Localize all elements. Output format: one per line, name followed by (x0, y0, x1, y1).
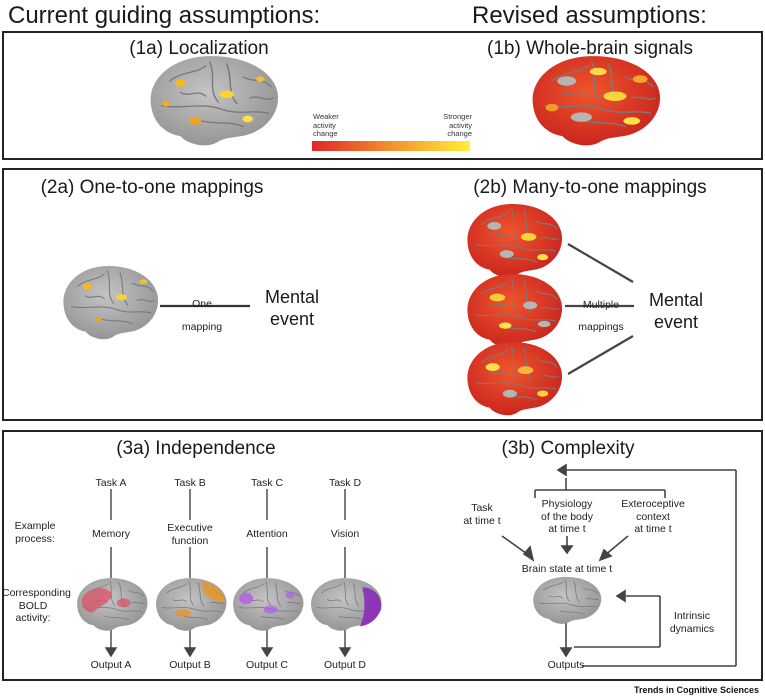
legend-stronger: Stronger activity change (443, 112, 472, 138)
title-one-to-one: (2a) One-to-one mappings (40, 177, 264, 198)
output-d: Output D (323, 659, 367, 671)
brain-memory (77, 578, 148, 631)
footer-journal: Trends in Cognitive Sciences (633, 685, 759, 695)
brain-localization (150, 56, 279, 146)
multiple-mappings-label: Multiple mappings (578, 299, 624, 333)
intrinsic-dynamics-label: Intrinsic dynamics (669, 610, 715, 635)
process-attention: Attention (246, 528, 288, 540)
title-localization: (1a) Localization (129, 38, 269, 59)
brain-many-1 (467, 203, 563, 278)
task-d: Task D (328, 477, 362, 489)
task-b: Task B (174, 477, 206, 489)
process-executive: Executive function (167, 522, 213, 547)
output-c: Output C (245, 659, 289, 671)
title-complexity: (3b) Complexity (501, 438, 635, 459)
output-b: Output B (169, 659, 211, 671)
brain-many-2 (467, 273, 563, 348)
panel-localization (2, 31, 763, 160)
exteroceptive-label: Exteroceptive context at time t (621, 498, 685, 535)
panel-mappings (2, 168, 763, 421)
bold-activity-label: Corresponding BOLD activity: (2, 587, 71, 624)
task-c: Task C (250, 477, 284, 489)
brain-one-to-one (63, 265, 159, 340)
panel-complexity (2, 430, 763, 681)
mapping-line-bottom (567, 335, 634, 375)
brain-executive (156, 578, 227, 631)
brain-whole (532, 56, 661, 146)
complexity-arrows (501, 463, 737, 667)
legend-weaker: Weaker activity change (313, 112, 339, 138)
brain-state-label: Brain state at time t (521, 563, 613, 575)
mental-event-b: Mental event (648, 290, 704, 332)
title-independence: (3a) Independence (116, 438, 276, 459)
task-at-time-label: Task at time t (463, 502, 501, 527)
brain-attention (233, 578, 304, 631)
brain-state (533, 576, 602, 624)
left-header: Current guiding assumptions: (8, 2, 321, 29)
example-process-label: Example process: (14, 520, 56, 545)
output-a: Output A (90, 659, 132, 671)
one-mapping-label: One mapping (181, 298, 223, 333)
brain-many-3 (467, 341, 563, 416)
mental-event-a: Mental event (264, 287, 320, 329)
task-a: Task A (95, 477, 127, 489)
title-whole-brain: (1b) Whole-brain signals (487, 38, 693, 59)
physiology-label: Physiology of the body at time t (541, 498, 593, 535)
title-many-to-one: (2b) Many-to-one mappings (473, 177, 707, 198)
right-header: Revised assumptions: (472, 2, 707, 29)
process-vision: Vision (330, 528, 360, 540)
legend-gradient-bar (312, 141, 470, 151)
outputs-label: Outputs (547, 659, 585, 671)
mapping-line-top (567, 243, 634, 283)
process-memory: Memory (92, 528, 130, 540)
brain-vision (311, 578, 382, 631)
